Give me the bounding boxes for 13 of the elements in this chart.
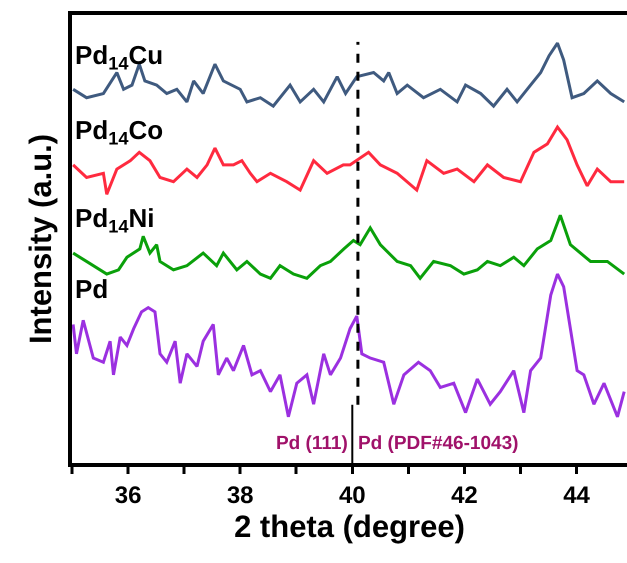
annotation: Pd (111)	[276, 433, 348, 454]
series-label: Pd$_{14}$Co	[75, 115, 164, 148]
x-tick-label: 42	[451, 482, 478, 509]
series-label: Pd	[75, 274, 108, 304]
annotation: Pd (PDF#46-1043)	[358, 433, 519, 454]
x-axis-title: 2 theta (degree)	[234, 508, 465, 544]
series-label: Pd$_{14}$Cu	[75, 40, 164, 74]
x-tick-label: 40	[338, 482, 366, 509]
y-axis-title: Intensity (a.u.)	[23, 134, 58, 344]
x-tick-label: 36	[114, 482, 142, 509]
x-tick-label: 44	[563, 482, 591, 509]
series-label: Pd$_{14}$Ni	[75, 203, 154, 236]
x-tick-label: 38	[226, 482, 254, 509]
